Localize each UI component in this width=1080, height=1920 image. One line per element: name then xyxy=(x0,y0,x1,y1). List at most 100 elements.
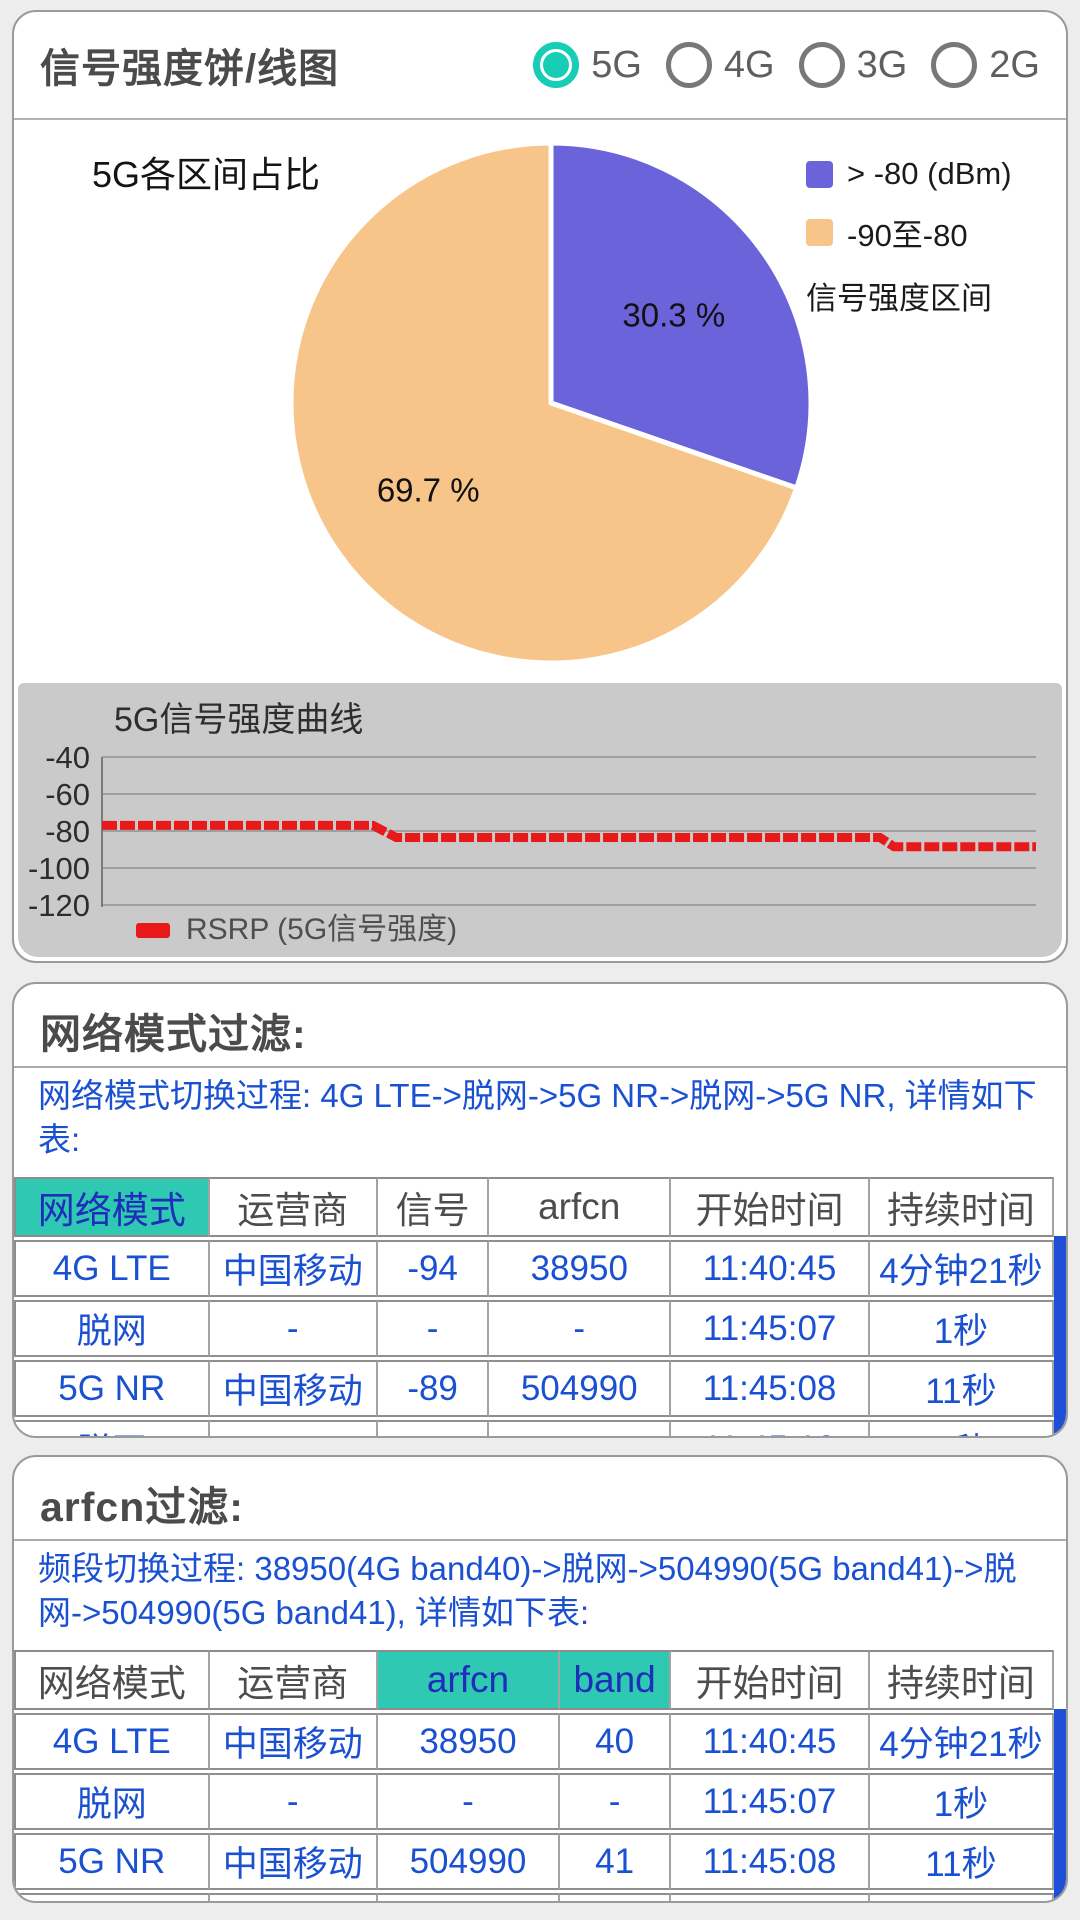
page-title: 信号强度饼/线图 xyxy=(40,47,340,91)
table-cell: 脱网 xyxy=(14,1893,210,1901)
table-row: 5G NR 中国移动 -89 504990 11:45:08 11秒 xyxy=(14,1360,1054,1417)
pie-chart-section: 30.3 % 69.7 % 5G各区间占比 > -80 (dBm) -90至-80… xyxy=(14,120,1066,682)
legend-swatch-purple-icon xyxy=(806,160,833,188)
table-cell: 11:45:19 xyxy=(671,1893,870,1901)
y-axis-tick-label: -120 xyxy=(28,888,90,923)
legend-title: 信号强度区间 xyxy=(806,281,992,316)
radio-5g-label: 5G xyxy=(591,43,642,86)
radio-2g[interactable]: 2G xyxy=(931,42,1040,88)
table-row: 4G LTE 中国移动 38950 40 11:40:45 4分钟21秒 xyxy=(14,1713,1054,1770)
legend-label: -90至-80 xyxy=(847,218,968,253)
radio-unselected-icon[interactable] xyxy=(798,42,845,88)
arfcn-table: 网络模式 运营商 arfcn band 开始时间 持续时间 4G LTE 中国移动 38950 4… xyxy=(14,1647,1054,1901)
table-cell: 11:45:07 xyxy=(671,1773,870,1830)
radio-2g-label: 2G xyxy=(989,43,1040,86)
arfcn-table-wrap: 网络模式 运营商 arfcn band 开始时间 持续时间 4G LTE 中国移动 38950 4… xyxy=(14,1647,1066,1901)
table-cell: 中国移动 xyxy=(209,1713,378,1770)
table-row: 脱网---11:45:195秒 xyxy=(14,1893,1054,1901)
header-cell: 网络模式 xyxy=(14,1650,210,1710)
radio-unselected-icon[interactable] xyxy=(931,42,978,88)
band-switch-description: 频段切换过程: 38950(4G band40)->脱网->504990(5G … xyxy=(38,1550,1017,1631)
table-cell: - xyxy=(559,1773,672,1830)
pie-value-label: 69.7 % xyxy=(377,472,480,509)
table-cell: 38950 xyxy=(489,1240,672,1297)
table-cell: - xyxy=(209,1420,378,1436)
table-cell: 1秒 xyxy=(869,1773,1054,1830)
network-mode-table-wrap: 网络模式 运营商 信号 arfcn 开始时间 持续时间 4G LTE 中国移动 -94 38950… xyxy=(14,1174,1066,1436)
table-cell: - xyxy=(489,1300,672,1357)
legend-swatch-orange-icon xyxy=(806,219,833,246)
header-cell: arfcn xyxy=(489,1177,672,1237)
table-header-row: 网络模式 运营商 arfcn band 开始时间 持续时间 xyxy=(14,1650,1054,1710)
table-cell: 11秒 xyxy=(869,1360,1054,1417)
network-mode-filter-title: 网络模式过滤: xyxy=(14,984,1066,1068)
header-cell: 信号 xyxy=(377,1177,490,1237)
rsrp-line-series xyxy=(102,820,1036,852)
radio-4g[interactable]: 4G xyxy=(665,42,775,88)
header-cell: 运营商 xyxy=(209,1650,378,1710)
y-axis-tick-label: -40 xyxy=(45,740,90,775)
table-row: 脱网---11:45:195秒 xyxy=(14,1420,1054,1436)
pie-value-label: 30.3 % xyxy=(622,297,725,334)
table-cell: 40 xyxy=(559,1713,672,1770)
table-cell: 5G NR xyxy=(14,1833,210,1890)
table-cell: -94 xyxy=(377,1240,490,1297)
radio-5g[interactable]: 5G xyxy=(533,42,642,88)
table-scrollbar[interactable] xyxy=(1054,1709,1066,1901)
radio-selected-icon[interactable] xyxy=(533,42,580,88)
table-header-row: 网络模式 运营商 信号 arfcn 开始时间 持续时间 xyxy=(14,1177,1054,1237)
legend-item: > -80 (dBm) xyxy=(806,156,1046,192)
header-cell: 运营商 xyxy=(209,1177,378,1237)
table-cell: - xyxy=(377,1300,490,1357)
legend-item: -90至-80 xyxy=(806,210,1046,255)
arfcn-filter-title: arfcn过滤: xyxy=(14,1457,1066,1541)
table-cell: - xyxy=(209,1300,378,1357)
table-cell: 41 xyxy=(559,1833,672,1890)
pie-slice xyxy=(288,140,800,666)
table-cell: 中国移动 xyxy=(209,1240,378,1297)
network-mode-filter-card: 网络模式过滤: 网络模式切换过程: 4G LTE->脱网->5G NR->脱网-… xyxy=(12,982,1068,1438)
network-type-radio-group: 5G 4G 3G 2G xyxy=(533,42,1040,88)
table-cell: 5秒 xyxy=(869,1893,1054,1901)
table-cell: 1秒 xyxy=(869,1300,1054,1357)
radio-unselected-icon[interactable] xyxy=(665,42,712,88)
radio-3g-label: 3G xyxy=(856,43,908,86)
table-cell: 504990 xyxy=(377,1833,560,1890)
header-cell: 网络模式 xyxy=(14,1177,210,1237)
table-cell: 4G LTE xyxy=(14,1240,210,1297)
table-cell: 11:45:08 xyxy=(671,1360,870,1417)
network-mode-table: 网络模式 运营商 信号 arfcn 开始时间 持续时间 4G LTE 中国移动 -94 38950… xyxy=(14,1174,1054,1436)
table-cell: 5G NR xyxy=(14,1360,210,1417)
table-scrollbar[interactable] xyxy=(1054,1236,1066,1436)
y-axis-tick-label: -80 xyxy=(45,814,90,849)
line-chart: 5G信号强度曲线 -40-60-80-100-120 RSRP (5G信号强度) xyxy=(28,701,1036,946)
table-row: 5G NR 中国移动 504990 41 11:45:08 11秒 xyxy=(14,1833,1054,1890)
table-row: 脱网 - - -11:45:07 1秒 xyxy=(14,1300,1054,1357)
table-row: 脱网 - - -11:45:07 1秒 xyxy=(14,1773,1054,1830)
table-cell: 4G LTE xyxy=(14,1713,210,1770)
table-cell: - xyxy=(209,1893,378,1901)
line-chart-title: 5G信号强度曲线 xyxy=(114,701,363,739)
table-cell: 504990 xyxy=(489,1360,672,1417)
header-cell: 持续时间 xyxy=(869,1650,1054,1710)
line-legend-swatch-icon xyxy=(136,923,170,938)
table-cell: 38950 xyxy=(377,1713,560,1770)
header-cell: band xyxy=(559,1650,672,1710)
line-legend-label: RSRP (5G信号强度) xyxy=(186,913,457,946)
pie-chart-title: 5G各区间占比 xyxy=(92,154,321,195)
y-axis-tick-label: -60 xyxy=(45,777,90,812)
table-cell: - xyxy=(489,1420,672,1436)
table-cell: - xyxy=(377,1893,560,1901)
table-cell: 脱网 xyxy=(14,1773,210,1830)
table-cell: 4分钟21秒 xyxy=(869,1713,1054,1770)
table-cell: - xyxy=(209,1773,378,1830)
table-cell: 中国移动 xyxy=(209,1833,378,1890)
table-cell: 脱网 xyxy=(14,1420,210,1436)
table-row: 4G LTE 中国移动 -94 38950 11:40:45 4分钟21秒 xyxy=(14,1240,1054,1297)
table-cell: 11:45:07 xyxy=(671,1300,870,1357)
header-cell: arfcn xyxy=(377,1650,560,1710)
network-mode-switch-description: 网络模式切换过程: 4G LTE->脱网->5G NR->脱网->5G NR, … xyxy=(38,1077,1037,1158)
radio-3g[interactable]: 3G xyxy=(798,42,908,88)
table-cell: 5秒 xyxy=(869,1420,1054,1436)
table-cell: 4分钟21秒 xyxy=(869,1240,1054,1297)
